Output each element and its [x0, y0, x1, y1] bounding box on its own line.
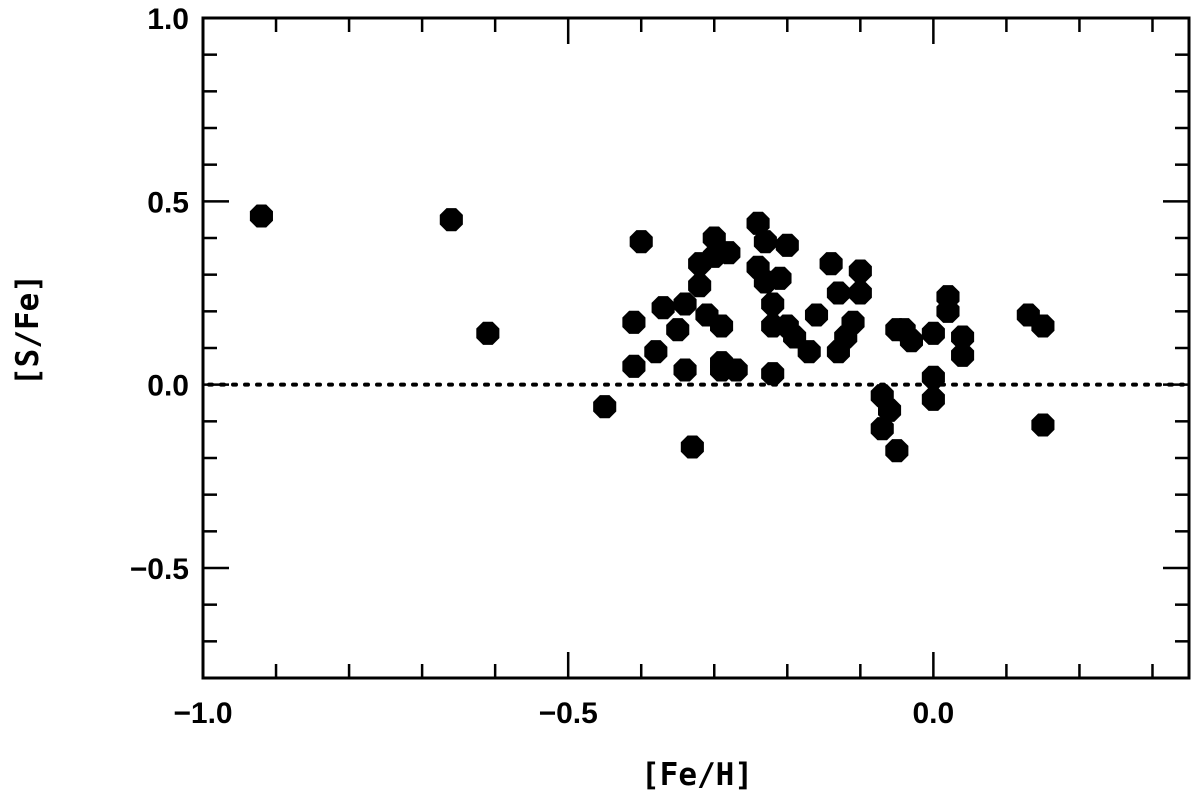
data-point	[768, 266, 792, 290]
data-point	[761, 292, 785, 316]
data-point	[819, 252, 843, 276]
data-point	[746, 211, 770, 235]
data-point	[1031, 314, 1055, 338]
data-point	[680, 435, 704, 459]
data-point	[249, 204, 273, 228]
data-point	[644, 340, 668, 364]
data-point	[651, 296, 675, 320]
data-point	[666, 318, 690, 342]
data-point	[622, 354, 646, 378]
tick-labels: −1.0 −0.5 0.0 1.0 0.5 0.0 −0.5	[130, 3, 954, 730]
data-point	[804, 303, 829, 327]
x-tick-label: −0.5	[539, 697, 598, 730]
data-point	[673, 292, 697, 316]
data-point	[1031, 413, 1055, 437]
data-point	[921, 387, 945, 411]
data-point	[761, 362, 785, 386]
data-points	[249, 204, 1055, 463]
data-point	[593, 395, 617, 419]
data-point	[710, 314, 734, 338]
data-point	[885, 439, 909, 463]
y-tick-label: 0.5	[147, 186, 189, 219]
data-point	[775, 233, 799, 257]
y-tick-label: 1.0	[147, 3, 189, 36]
x-tick-label: 0.0	[913, 697, 955, 730]
data-point	[848, 281, 872, 305]
data-point	[673, 358, 697, 382]
data-point	[622, 310, 646, 334]
data-point	[899, 329, 924, 353]
axis-ticks	[201, 16, 1189, 680]
data-point	[951, 343, 975, 367]
data-point	[797, 340, 821, 364]
y-axis-title: [S/Fe]	[10, 274, 46, 386]
data-point	[936, 285, 960, 309]
data-point	[476, 321, 500, 345]
data-point	[724, 358, 748, 382]
data-point	[629, 230, 653, 254]
data-point	[783, 325, 807, 349]
data-point	[439, 208, 463, 232]
data-point	[878, 398, 902, 422]
plot-frame	[201, 16, 1191, 680]
data-point	[841, 310, 865, 334]
y-tick-label: 0.0	[147, 370, 189, 403]
data-point	[717, 241, 741, 265]
data-point	[921, 365, 945, 389]
data-point	[826, 281, 850, 305]
data-point	[753, 230, 777, 254]
y-tick-label: −0.5	[130, 553, 189, 586]
x-tick-label: −1.0	[173, 697, 232, 730]
data-point	[688, 274, 712, 298]
data-point	[921, 321, 945, 345]
x-axis-title: [Fe/H]	[641, 757, 753, 793]
data-point	[702, 226, 726, 250]
data-point	[870, 417, 894, 441]
data-point	[848, 259, 872, 283]
data-point	[951, 325, 975, 349]
